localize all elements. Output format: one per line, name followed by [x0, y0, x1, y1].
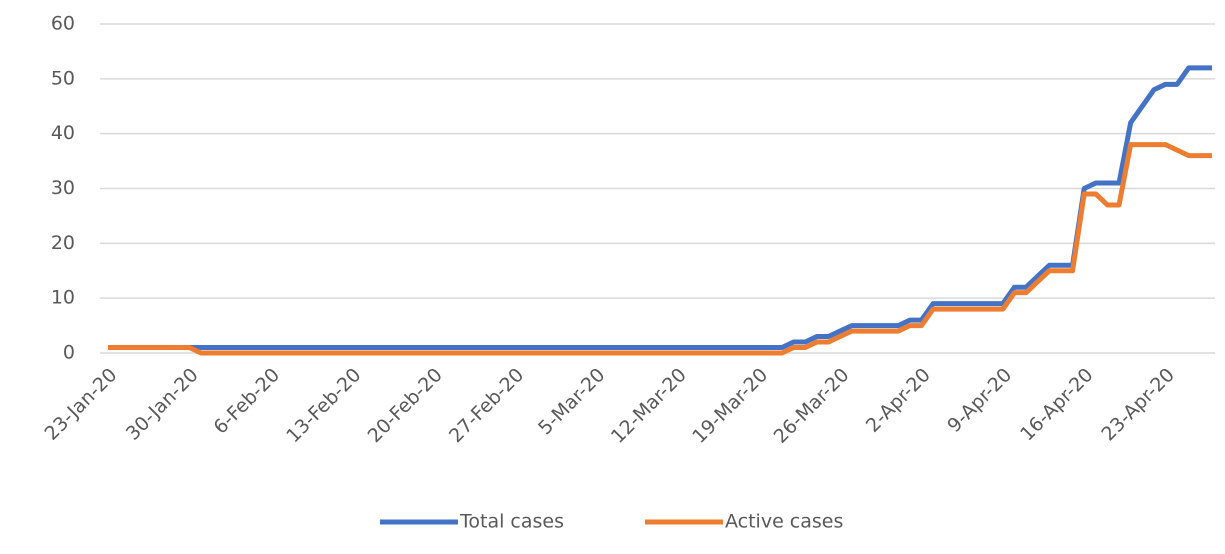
x-tick-label: 20-Feb-20: [364, 364, 447, 447]
x-tick-label: 12-Mar-20: [607, 364, 691, 448]
x-tick-label: 2-Apr-20: [862, 364, 935, 437]
y-tick-label: 60: [51, 13, 75, 35]
x-tick-label: 6-Feb-20: [209, 364, 284, 439]
legend-item: Total cases: [380, 511, 564, 533]
x-tick-label: 16-Apr-20: [1016, 364, 1098, 446]
y-tick-label: 0: [63, 342, 75, 364]
x-tick-label: 23-Apr-20: [1097, 364, 1179, 446]
legend-label: Active cases: [725, 511, 843, 533]
y-tick-label: 50: [51, 67, 75, 89]
x-tick-label: 26-Mar-20: [770, 364, 854, 448]
x-tick-label: 13-Feb-20: [282, 364, 365, 447]
x-tick-label: 19-Mar-20: [688, 364, 772, 448]
y-tick-label: 20: [51, 232, 75, 254]
x-tick-label: 23-Jan-20: [41, 364, 122, 445]
y-tick-label: 30: [51, 177, 75, 199]
x-tick-label: 30-Jan-20: [122, 364, 203, 445]
x-tick-label: 9-Apr-20: [943, 364, 1016, 437]
y-tick-label: 10: [51, 287, 75, 309]
x-tick-label: 5-Mar-20: [534, 364, 609, 439]
legend-label: Total cases: [459, 511, 564, 533]
data-line: [108, 65, 1212, 351]
legend-item: Active cases: [645, 511, 843, 533]
x-tick-label: 27-Feb-20: [445, 364, 528, 447]
y-tick-label: 40: [51, 122, 75, 144]
data-line: [108, 142, 1212, 356]
